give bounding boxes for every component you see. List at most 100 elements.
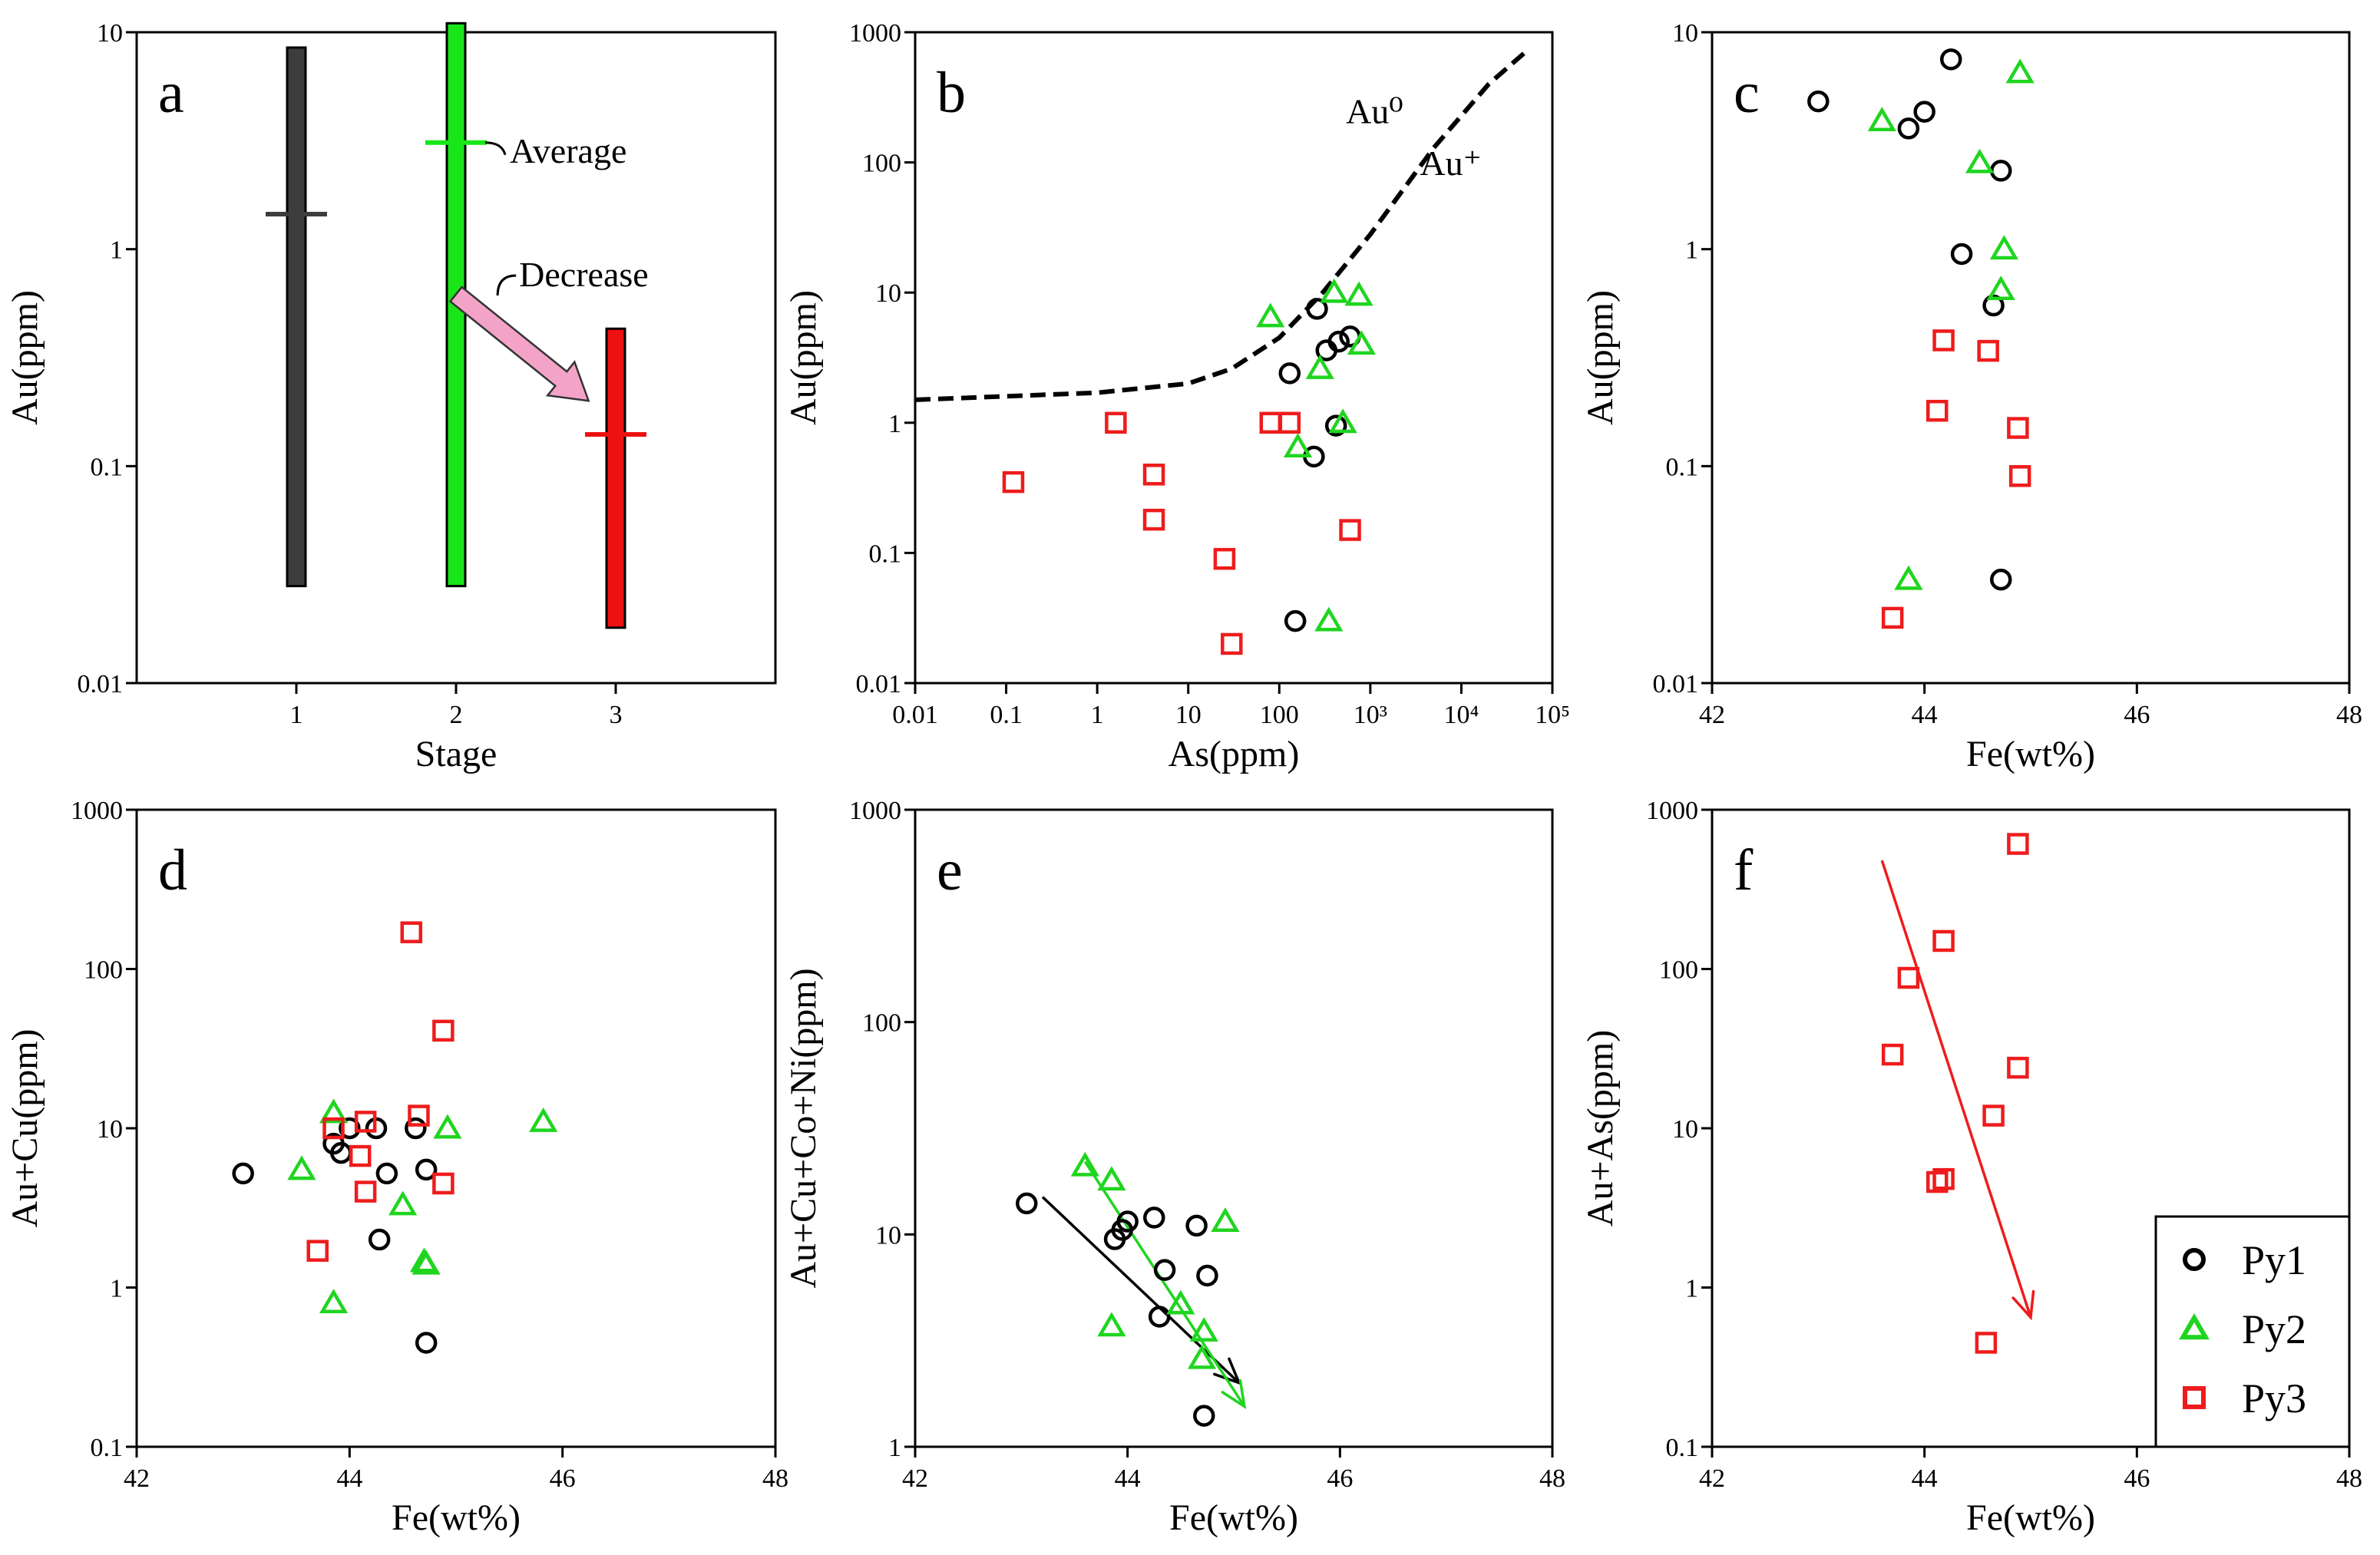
panel-label: e: [937, 838, 963, 903]
x-tick-label: 0.01: [892, 701, 938, 729]
y-axis-title: Au+Cu+Co+Ni(ppm): [783, 968, 824, 1288]
x-tick-label: 46: [1327, 1464, 1353, 1493]
panel-label: b: [937, 61, 966, 125]
legend-marker-py3: [2183, 1386, 2206, 1409]
data-point-py1: [1116, 1210, 1139, 1233]
y-tick-label: 1: [1685, 1275, 1698, 1303]
data-point-py3: [306, 1240, 329, 1262]
y-tick-label: 0.1: [1666, 1434, 1699, 1462]
data-point-py3: [1213, 547, 1236, 570]
data-point-py3: [1926, 399, 1949, 422]
trend-arrow-red-head: [2011, 1289, 2035, 1321]
x-tick-label: 48: [762, 1464, 788, 1493]
data-point-py1: [1990, 160, 2012, 182]
y-axis-title: Au+As(ppm): [1580, 1030, 1621, 1227]
data-point-py3: [354, 1111, 377, 1133]
x-tick-label: 2: [450, 701, 463, 729]
data-point-py3: [1881, 606, 1904, 629]
data-point-py2: [1211, 1207, 1240, 1232]
y-tick-label: 100: [862, 150, 901, 178]
legend: Py1 Py2 Py3: [2154, 1215, 2351, 1448]
data-point-py2: [529, 1107, 558, 1132]
decrease-annotation: Decrease: [519, 255, 649, 294]
data-point-py2: [388, 1190, 418, 1216]
y-tick-label: 100: [84, 956, 123, 985]
y-tick-label: 0.1: [1666, 453, 1699, 481]
data-point-py2: [1283, 433, 1313, 457]
y-tick-label: 0.01: [1653, 670, 1699, 698]
data-point-py2: [1989, 235, 2019, 260]
legend-label-py3: Py3: [2242, 1375, 2306, 1421]
data-point-py2: [1166, 1289, 1195, 1315]
average-annotation: Average: [510, 131, 626, 170]
x-axis-title: Fe(wt%): [1966, 734, 2095, 774]
x-tick-label: 48: [1539, 1464, 1565, 1493]
plot-frame: [914, 31, 1554, 685]
data-point-py3: [322, 1117, 345, 1140]
data-point-py3: [1932, 329, 1955, 352]
y-tick-label: 1: [110, 236, 123, 265]
data-point-py3: [432, 1019, 455, 1042]
plot-frame: [1711, 31, 2351, 685]
y-tick-label: 100: [1659, 956, 1698, 985]
data-point-py1: [405, 1117, 427, 1140]
data-point-py3: [1002, 470, 1025, 494]
curve-label-au0: Au⁰: [1346, 92, 1403, 131]
y-tick-label: 1: [888, 1434, 901, 1462]
data-point-py1: [1306, 298, 1328, 320]
y-tick-label: 0.1: [91, 453, 124, 481]
data-point-py1: [1153, 1259, 1176, 1281]
x-axis-title: Stage: [415, 734, 497, 774]
data-point-py2: [1256, 302, 1285, 328]
x-tick-label: 10: [1175, 701, 1202, 729]
data-point-py3: [1142, 464, 1165, 486]
data-point-py1: [1324, 414, 1347, 437]
y-tick-label: 1: [1685, 236, 1698, 265]
data-point-py1: [1284, 609, 1307, 632]
y-tick-label: 0.1: [869, 540, 902, 568]
data-point-py3: [1881, 1043, 1904, 1066]
y-tick-label: 1000: [1646, 797, 1698, 825]
data-point-py1: [415, 1332, 438, 1354]
trend-arrow-black-head: [1213, 1357, 1242, 1385]
data-point-py1: [1016, 1192, 1038, 1215]
x-axis-title: Fe(wt%): [392, 1497, 521, 1538]
x-axis-title: Fe(wt%): [1169, 1497, 1298, 1538]
data-point-py2: [1328, 408, 1357, 434]
trend-arrow-black-shaft: [1041, 1196, 1241, 1384]
data-point-py2: [2005, 58, 2035, 84]
panel-b: 0.01 0.1 1 10 100 1000 0.01 0.1 1 10 100 10³ 10⁴ 10⁵ A…: [783, 19, 1570, 774]
data-point-py3: [1259, 411, 1282, 434]
x-tick-label: 1: [290, 701, 303, 729]
data-point-py1: [1940, 48, 1962, 71]
data-point-py3: [408, 1104, 430, 1127]
data-point-py2: [1070, 1151, 1099, 1177]
y-tick-label: 10: [875, 1221, 901, 1250]
y-tick-label: 0.1: [91, 1434, 124, 1462]
data-point-py1: [339, 1117, 361, 1140]
x-tick-label: 0.1: [990, 701, 1023, 729]
x-tick-label: 10⁴: [1443, 701, 1479, 729]
data-point-py3: [1977, 339, 1999, 362]
data-point-py3: [2007, 833, 2029, 855]
x-tick-label: 1: [1091, 701, 1104, 729]
data-point-py3: [1926, 1170, 1949, 1193]
y-tick-label: 10: [1672, 19, 1698, 48]
decrease-callout-line: [496, 274, 517, 296]
data-point-py1: [232, 1162, 254, 1185]
x-tick-label: 100: [1260, 701, 1299, 729]
data-point-py1: [1982, 294, 2005, 317]
x-tick-label: 46: [2124, 701, 2150, 729]
data-point-py2: [433, 1114, 462, 1139]
y-tick-label: 1: [110, 1275, 123, 1303]
trend-arrow-red-shaft: [1880, 860, 2032, 1318]
panel-label: f: [1734, 838, 1754, 903]
x-tick-label: 44: [1912, 701, 1938, 729]
data-point-py1: [415, 1158, 438, 1181]
y-tick-label: 0.01: [78, 670, 124, 698]
stage-range-bar: [286, 46, 307, 588]
data-point-py2: [319, 1289, 349, 1314]
legend-label-py1: Py1: [2242, 1237, 2306, 1283]
data-point-py2: [1965, 148, 1995, 173]
